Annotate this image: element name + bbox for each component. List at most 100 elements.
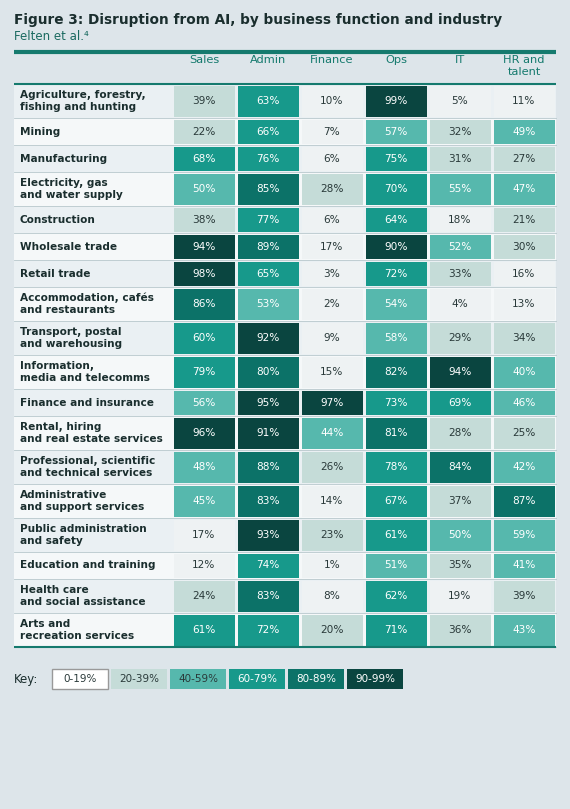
Bar <box>14 552 556 579</box>
Text: Arts and
recreation services: Arts and recreation services <box>20 619 134 641</box>
Text: 43%: 43% <box>512 625 536 635</box>
Bar <box>430 289 491 320</box>
Text: 99%: 99% <box>384 96 408 106</box>
Text: 94%: 94% <box>192 242 215 252</box>
Text: 60-79%: 60-79% <box>237 674 277 684</box>
Bar <box>430 615 491 646</box>
Bar <box>173 261 234 286</box>
Bar <box>494 146 555 171</box>
Bar <box>302 289 363 320</box>
Bar <box>14 260 556 287</box>
Bar <box>170 669 226 689</box>
Text: 64%: 64% <box>384 214 408 225</box>
Bar <box>365 207 426 231</box>
Text: 6%: 6% <box>324 214 340 225</box>
Bar <box>173 235 234 259</box>
Text: 5%: 5% <box>451 96 469 106</box>
Bar <box>238 173 299 205</box>
Bar <box>14 579 556 613</box>
Text: IT: IT <box>455 55 465 65</box>
Text: 45%: 45% <box>192 496 215 506</box>
Text: 85%: 85% <box>256 184 280 194</box>
Bar <box>365 86 426 116</box>
Bar <box>347 669 403 689</box>
Bar <box>14 450 556 484</box>
Text: Retail trade: Retail trade <box>20 269 91 278</box>
Text: 1%: 1% <box>324 561 340 570</box>
Text: 20-39%: 20-39% <box>119 674 159 684</box>
Text: Manufacturing: Manufacturing <box>20 154 107 163</box>
Text: Finance: Finance <box>310 55 354 65</box>
Bar <box>173 391 234 414</box>
Text: 69%: 69% <box>449 397 472 408</box>
Bar <box>302 86 363 116</box>
Bar <box>430 146 491 171</box>
Bar <box>111 669 167 689</box>
Text: 92%: 92% <box>256 333 280 343</box>
Text: 14%: 14% <box>320 496 344 506</box>
Text: 71%: 71% <box>384 625 408 635</box>
Text: 62%: 62% <box>384 591 408 601</box>
Text: 18%: 18% <box>448 214 472 225</box>
Bar <box>365 581 426 612</box>
Text: Construction: Construction <box>20 214 96 225</box>
Bar <box>430 581 491 612</box>
Bar <box>494 357 555 388</box>
Text: Agriculture, forestry,
fishing and hunting: Agriculture, forestry, fishing and hunti… <box>20 90 145 112</box>
Text: 4%: 4% <box>451 299 469 309</box>
Bar <box>430 235 491 259</box>
Text: 19%: 19% <box>449 591 472 601</box>
Text: 53%: 53% <box>256 299 280 309</box>
Bar <box>173 357 234 388</box>
Bar <box>14 84 556 118</box>
Text: Felten et al.⁴: Felten et al.⁴ <box>14 30 89 43</box>
Text: 8%: 8% <box>324 591 340 601</box>
Bar <box>238 235 299 259</box>
Bar <box>302 615 363 646</box>
Text: 86%: 86% <box>192 299 216 309</box>
Bar <box>238 553 299 578</box>
Bar <box>494 86 555 116</box>
Text: Rental, hiring
and real estate services: Rental, hiring and real estate services <box>20 422 163 444</box>
Bar <box>302 485 363 516</box>
Text: 23%: 23% <box>320 530 344 540</box>
Text: Sales: Sales <box>189 55 219 65</box>
Text: 78%: 78% <box>384 462 408 472</box>
Text: 7%: 7% <box>324 126 340 137</box>
Text: 80-89%: 80-89% <box>296 674 336 684</box>
Text: 83%: 83% <box>256 591 280 601</box>
Bar <box>430 207 491 231</box>
Text: 87%: 87% <box>512 496 536 506</box>
Text: 44%: 44% <box>320 428 344 438</box>
Bar <box>430 173 491 205</box>
Bar <box>238 146 299 171</box>
Text: 42%: 42% <box>512 462 536 472</box>
Bar <box>302 391 363 414</box>
Bar <box>173 207 234 231</box>
Text: 57%: 57% <box>384 126 408 137</box>
Text: Mining: Mining <box>20 126 60 137</box>
Bar <box>494 391 555 414</box>
Bar <box>430 553 491 578</box>
Text: 40-59%: 40-59% <box>178 674 218 684</box>
Bar <box>14 145 556 172</box>
Text: 30%: 30% <box>512 242 536 252</box>
Text: 13%: 13% <box>512 299 536 309</box>
Bar <box>430 86 491 116</box>
Text: 51%: 51% <box>384 561 408 570</box>
Text: Ops: Ops <box>385 55 407 65</box>
Bar <box>302 235 363 259</box>
Bar <box>173 323 234 354</box>
Bar <box>14 206 556 233</box>
Bar <box>173 553 234 578</box>
Bar <box>173 289 234 320</box>
Bar <box>14 118 556 145</box>
Bar <box>494 485 555 516</box>
Bar <box>288 669 344 689</box>
Text: 79%: 79% <box>192 367 215 377</box>
Text: 75%: 75% <box>384 154 408 163</box>
Bar <box>302 146 363 171</box>
Text: Education and training: Education and training <box>20 561 156 570</box>
Bar <box>365 553 426 578</box>
Bar <box>365 173 426 205</box>
